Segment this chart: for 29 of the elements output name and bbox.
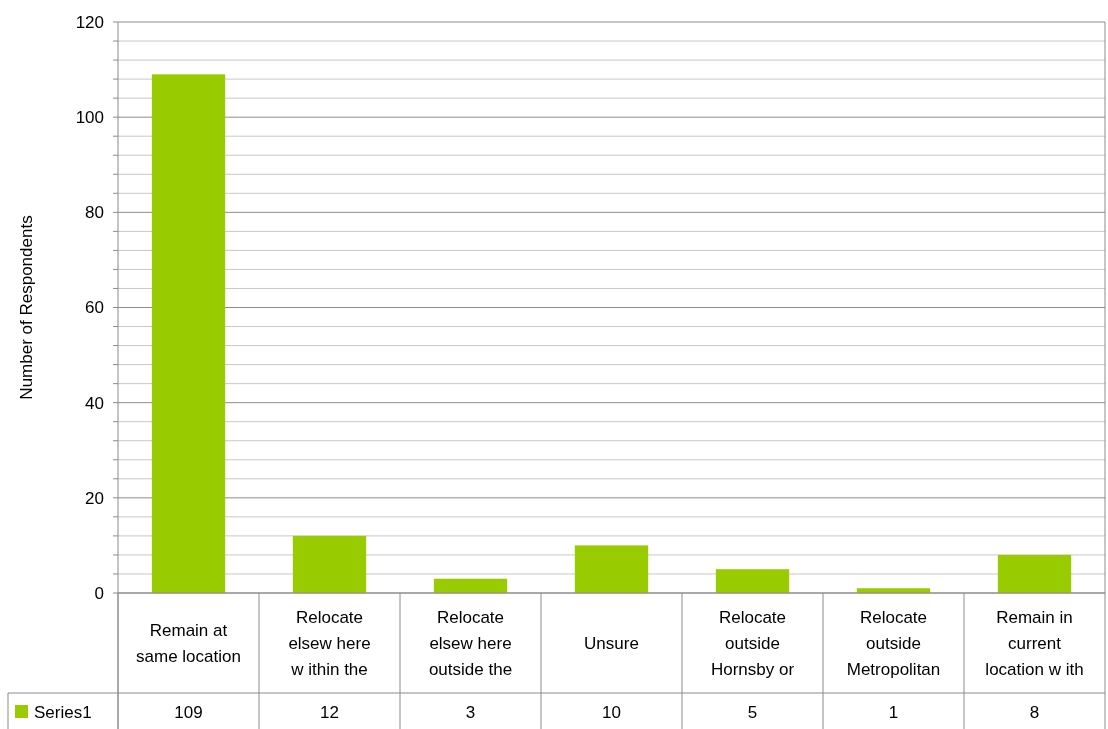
data-label: 5 — [747, 702, 758, 722]
x-tick-label: Relocate elsew here w ithin the — [288, 607, 371, 679]
x-tick-label: Relocate outside Metropolitan — [846, 607, 941, 679]
y-tick-label: 20 — [85, 488, 104, 508]
x-tick-label: Unsure — [584, 633, 639, 653]
bar — [292, 535, 367, 593]
legend-label: Series1 — [34, 702, 92, 722]
y-tick-label: 60 — [85, 298, 104, 318]
y-tick-label: 120 — [75, 12, 104, 32]
x-tick-label: Remain in current location w ith — [985, 607, 1084, 679]
data-label: 12 — [320, 702, 339, 722]
data-label: 1 — [888, 702, 899, 722]
y-tick-label: 0 — [94, 583, 104, 603]
bar — [151, 74, 226, 593]
x-tick-label: Relocate outside Hornsby or — [710, 607, 795, 679]
bar — [715, 569, 790, 593]
data-label: 10 — [602, 702, 621, 722]
y-tick-label: 40 — [85, 393, 104, 413]
data-label: 109 — [174, 702, 203, 722]
data-label: 3 — [465, 702, 476, 722]
y-tick-label: 80 — [85, 203, 104, 223]
x-tick-label: Relocate elsew here outside the — [428, 607, 513, 679]
y-axis-title: Number of Respondents — [17, 215, 36, 400]
bar — [997, 554, 1072, 593]
data-label: 8 — [1029, 702, 1040, 722]
bar — [574, 545, 649, 593]
y-tick-label: 100 — [75, 108, 104, 128]
bar — [433, 578, 508, 593]
x-tick-label: Remain at same location — [136, 620, 241, 666]
